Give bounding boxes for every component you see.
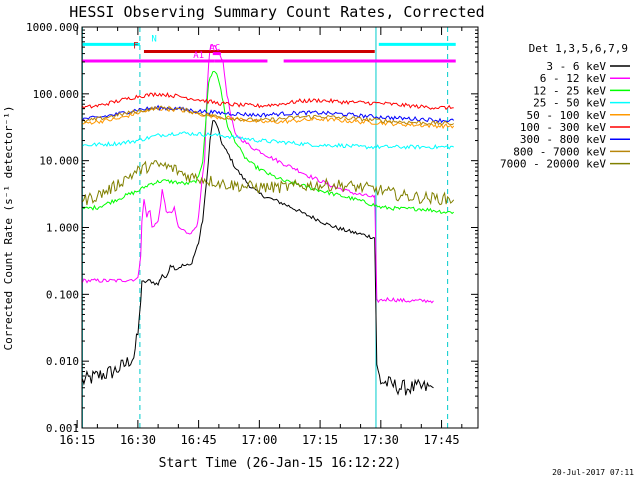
series-layer	[81, 44, 455, 396]
y-axis: 1000.000 100.000 10.000 1.000 0.100 0.010 0.00…	[26, 21, 478, 435]
series-line-7	[82, 105, 454, 126]
series-line-3	[82, 131, 454, 150]
y-tick-label-1: 100.000	[33, 88, 79, 101]
legend-label-5: 100 - 300 keV	[520, 121, 606, 134]
y-tick-label-2: 10.000	[39, 155, 79, 168]
flag-bars: N F AC A1	[82, 34, 456, 63]
flag-label-2: AC	[209, 44, 220, 54]
series-line-2	[82, 70, 455, 215]
series-line-6	[81, 104, 455, 124]
legend-label-4: 50 - 100 keV	[527, 109, 607, 122]
x-tick-label-6: 17:45	[423, 433, 459, 447]
legend-title: Det 1,3,5,6,7,9	[529, 42, 628, 55]
x-tick-label-4: 17:15	[302, 433, 338, 447]
series-line-0	[81, 119, 434, 396]
y-tick-label-4: 0.100	[46, 288, 79, 301]
legend-label-8: 7000 - 20000 keV	[500, 158, 606, 171]
x-tick-label-5: 17:30	[363, 433, 399, 447]
legend-label-7: 800 - 7000 keV	[513, 145, 606, 158]
series-line-8	[81, 160, 455, 206]
x-axis: 16:15 16:30 16:45 17:00 17:15 17:30 17:45	[59, 27, 463, 447]
legend-label-3: 25 - 50 keV	[533, 97, 606, 110]
legend-label-1: 6 - 12 keV	[540, 72, 607, 85]
flag-label-0: N	[151, 34, 156, 44]
series-line-5	[81, 91, 454, 111]
x-tick-label-1: 16:30	[120, 433, 156, 447]
legend-label-0: 3 - 6 keV	[546, 60, 606, 73]
y-tick-label-6: 0.001	[46, 422, 79, 435]
x-tick-label-2: 16:45	[181, 433, 217, 447]
series-line-1	[81, 44, 434, 304]
y-tick-label-0: 1000.000	[26, 21, 79, 34]
y-tick-label-5: 0.010	[46, 355, 79, 368]
legend-label-6: 300 - 800 keV	[520, 133, 606, 146]
chart-title: HESSI Observing Summary Count Rates, Cor…	[69, 3, 484, 21]
x-tick-label-0: 16:15	[59, 433, 95, 447]
flag-label-3: A1	[193, 51, 204, 61]
legend-label-2: 12 - 25 keV	[533, 84, 606, 97]
y-tick-label-3: 1.000	[46, 222, 79, 235]
y-axis-label: Corrected Count Rate (s⁻¹ detector⁻¹)	[2, 105, 15, 350]
x-tick-label-3: 17:00	[241, 433, 277, 447]
footer-timestamp: 20-Jul-2017 07:11	[552, 468, 634, 477]
flag-label-1: F	[133, 41, 138, 51]
x-axis-label: Start Time (26-Jan-15 16:12:22)	[159, 456, 402, 471]
